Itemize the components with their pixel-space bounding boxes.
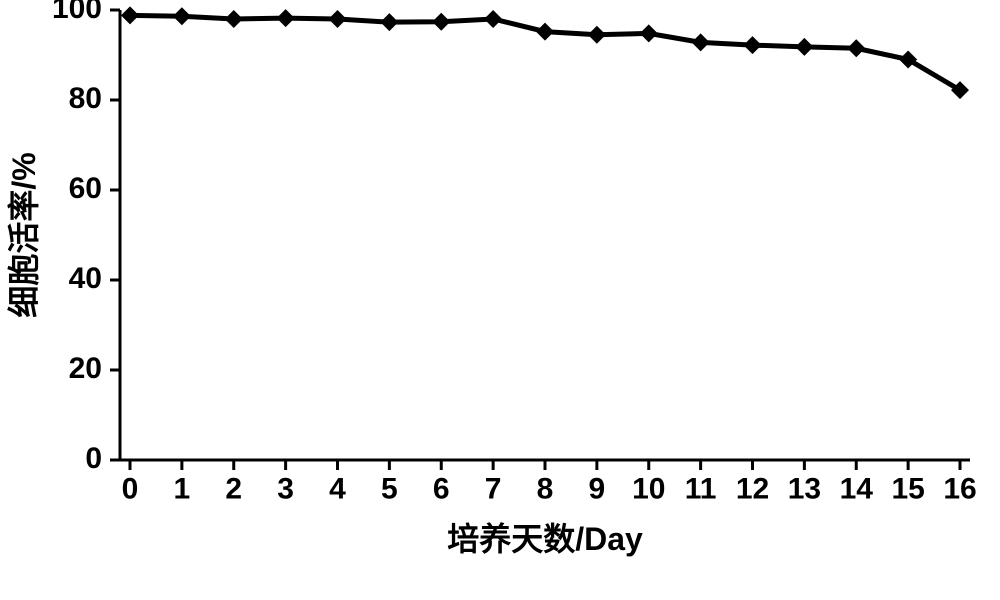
viability-line-chart: 020406080100012345678910111213141516细胞活率…	[0, 0, 1000, 600]
y-tick-label: 60	[69, 172, 102, 205]
y-tick-label: 0	[85, 442, 102, 475]
x-tick-label: 2	[225, 473, 242, 506]
y-tick-label: 80	[69, 82, 102, 115]
y-tick-label: 40	[69, 262, 102, 295]
x-tick-label: 7	[485, 473, 502, 506]
y-tick-label: 100	[52, 0, 102, 25]
chart-svg: 020406080100012345678910111213141516细胞活率…	[0, 0, 1000, 600]
x-tick-label: 13	[788, 473, 821, 506]
x-tick-label: 0	[122, 473, 139, 506]
x-tick-label: 8	[537, 473, 554, 506]
y-tick-label: 20	[69, 352, 102, 385]
x-tick-label: 11	[685, 473, 717, 506]
y-axis-label: 细胞活率/%	[6, 152, 42, 317]
x-tick-label: 4	[329, 473, 346, 506]
x-tick-label: 12	[736, 473, 769, 506]
x-tick-label: 10	[632, 473, 665, 506]
x-axis-label: 培养天数/Day	[447, 521, 643, 557]
x-tick-label: 3	[277, 473, 294, 506]
x-tick-label: 16	[943, 473, 976, 506]
x-tick-label: 6	[433, 473, 450, 506]
x-tick-label: 9	[589, 473, 606, 506]
x-tick-label: 14	[840, 473, 874, 506]
x-tick-label: 1	[174, 473, 191, 506]
x-tick-label: 15	[891, 473, 924, 506]
x-tick-label: 5	[381, 473, 398, 506]
